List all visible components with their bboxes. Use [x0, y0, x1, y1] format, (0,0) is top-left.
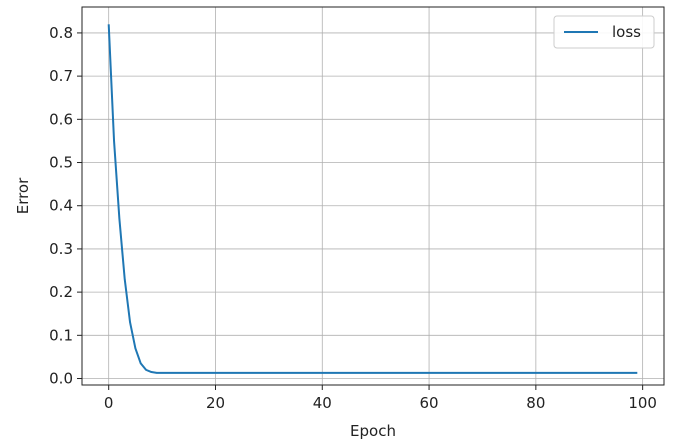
- legend-label-loss: loss: [612, 23, 641, 41]
- y-tick-label: 0.2: [49, 283, 73, 301]
- y-tick-label: 0.1: [49, 326, 73, 344]
- x-tick-label: 20: [206, 394, 225, 412]
- plot-frame: [81, 6, 665, 386]
- y-tick-label: 0.3: [49, 240, 73, 258]
- y-tick-label: 0.4: [49, 197, 73, 215]
- y-tick-label: 0.5: [49, 154, 73, 172]
- legend: loss: [553, 15, 655, 49]
- x-tick-label: 40: [313, 394, 332, 412]
- y-tick-label: 0.0: [49, 370, 73, 388]
- x-tick-label: 100: [628, 394, 657, 412]
- grid: [82, 7, 664, 385]
- legend-box: [553, 15, 655, 49]
- y-axis-label: Error: [14, 177, 32, 214]
- y-tick-label: 0.6: [49, 110, 73, 128]
- x-tick-label: 60: [420, 394, 439, 412]
- x-tick-label: 0: [104, 394, 114, 412]
- x-axis-label: Epoch: [350, 422, 396, 440]
- x-tick-label: 80: [526, 394, 545, 412]
- ticks: 0 20 40 60 80 100 0.0 0.1 0.2 0.3 0.4 0.5 0.6 0.7 0.8: [49, 24, 657, 412]
- y-tick-label: 0.8: [49, 24, 73, 42]
- series-layer: [107, 24, 638, 374]
- series-line-loss: [107, 24, 638, 374]
- y-tick-label: 0.7: [49, 67, 73, 85]
